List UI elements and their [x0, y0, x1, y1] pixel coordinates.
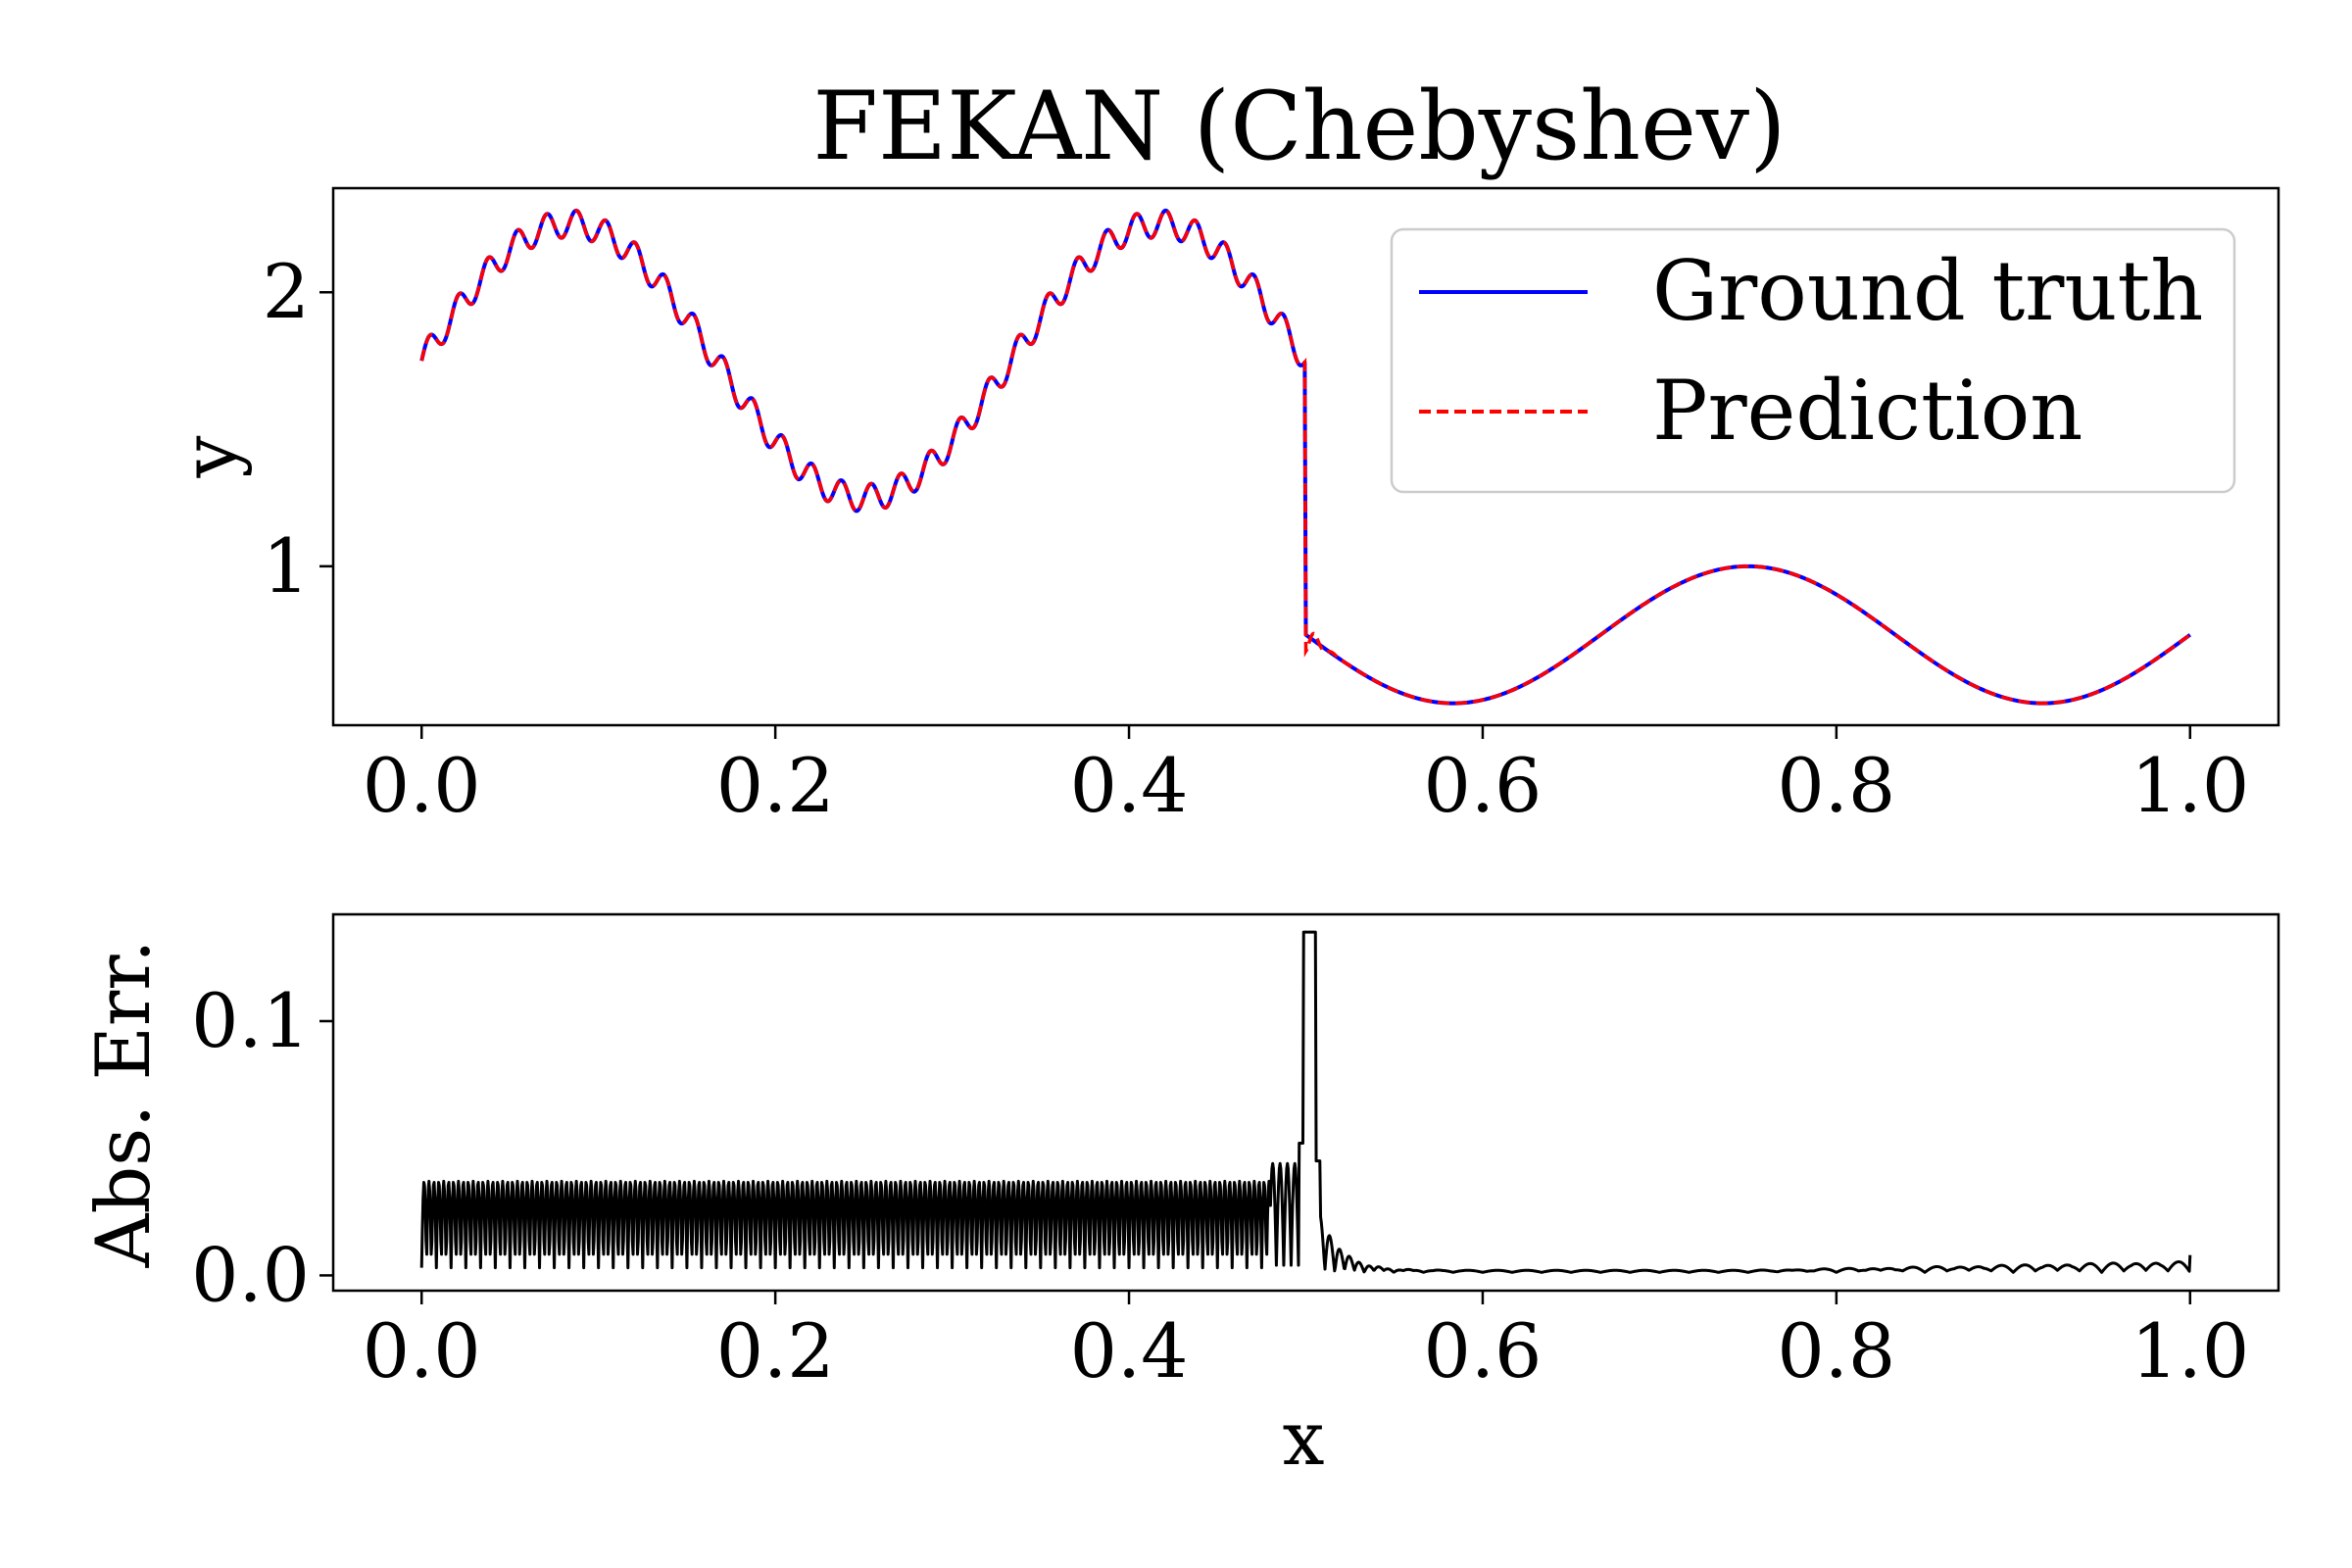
x-tick-label: 0.4 — [1070, 1307, 1189, 1395]
x-tick-label: 0.8 — [1777, 1307, 1895, 1395]
x-tick-label: 1.0 — [2131, 742, 2249, 829]
bottom-y-ticks: 0.0 0.1 — [191, 977, 333, 1318]
series-line-abs-error — [419, 930, 2192, 1274]
x-tick-label: 0.8 — [1777, 742, 1895, 829]
legend-label-ground-truth: Ground truth — [1652, 243, 2203, 339]
bottom-x-ticks: 0.0 0.2 0.4 0.6 0.8 1.0 — [363, 1291, 2249, 1395]
x-tick-label: 0.0 — [363, 1307, 481, 1395]
top-y-ticks: 12 — [263, 248, 333, 610]
x-tick-label: 0.2 — [716, 742, 835, 829]
x-tick-label: 0.2 — [716, 1307, 835, 1395]
chart-title: FEKAN (Chebyshev) — [812, 72, 1786, 181]
series-line-prediction — [419, 208, 2191, 706]
y-tick-label: 1 — [263, 522, 310, 610]
bottom-panel: 0.0 0.2 0.4 0.6 0.8 1.0 0.0 0.1 Abs. Err. x — [79, 912, 2280, 1482]
legend: Ground truth Prediction — [1390, 227, 2236, 494]
bottom-x-axis-label: x — [1283, 1395, 1325, 1482]
top-panel: 0.0 0.2 0.4 0.6 0.8 1.0 12 y Ground truth Pre… — [166, 186, 2280, 829]
legend-label-prediction: Prediction — [1652, 363, 2082, 459]
y-tick-label: 0.1 — [191, 977, 310, 1064]
x-tick-label: 0.4 — [1070, 742, 1189, 829]
y-tick-label: 2 — [263, 248, 310, 335]
legend-box — [1390, 227, 2236, 494]
bottom-axes-frame — [331, 912, 2280, 1293]
top-axes-frame — [331, 186, 2280, 727]
top-y-axis-label: y — [166, 435, 253, 478]
x-tick-label: 0.6 — [1424, 742, 1543, 829]
y-tick-label: 0.0 — [191, 1231, 310, 1318]
bottom-y-axis-label: Abs. Err. — [79, 940, 167, 1269]
bottom-series-group — [419, 930, 2192, 1274]
top-series-group — [419, 208, 2191, 706]
x-tick-label: 0.6 — [1424, 1307, 1543, 1395]
top-x-ticks: 0.0 0.2 0.4 0.6 0.8 1.0 — [363, 725, 2249, 829]
x-tick-label: 0.0 — [363, 742, 481, 829]
x-tick-label: 1.0 — [2131, 1307, 2249, 1395]
